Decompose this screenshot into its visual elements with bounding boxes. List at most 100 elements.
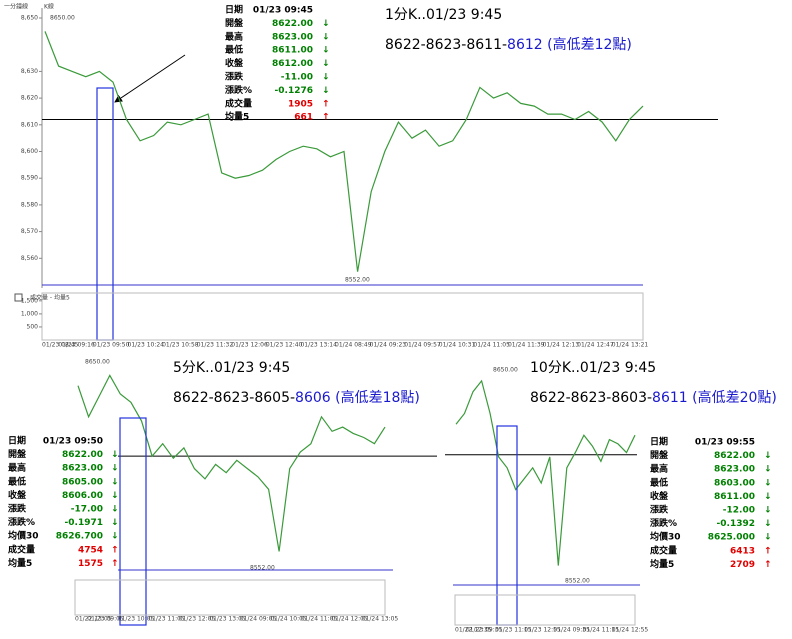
info-label: 日期 [8,435,26,447]
info-label: 最高 [225,30,243,42]
y-tick-label: 8,580 [21,201,38,208]
info-value: 8623.00 [714,465,755,475]
x-tick-label: 01/24 11:05 [301,616,338,623]
info-value: 8625.000 [708,533,755,543]
info-arrow: ↓ [111,464,119,474]
x-tick-label: 01/23 12:05 [179,616,216,623]
x-tick-label: 01/24 10:05 [270,616,307,623]
info-arrow: ↓ [111,532,119,542]
x-tick-label: 01/24 12:13 [543,342,580,349]
volume-tick-label: 500 [27,323,39,330]
x-tick-label: 01/24 09:57 [404,342,441,349]
info-arrow: ↓ [764,533,772,543]
info-arrow: ↓ [764,451,772,461]
y-tick-label: 8,610 [21,121,38,128]
volume-panel [454,594,636,626]
chart-title: 10分K..01/23 9:45 [530,360,656,376]
x-tick-label: 01/24 11:05 [473,342,510,349]
summary-prices: 8622-8623-8603- [530,390,652,406]
info-label: 開盤 [650,449,669,461]
chart-legend: K線 [44,3,54,11]
info-label: 漲跌% [8,516,35,528]
info-value: -0.1971 [65,518,103,528]
x-tick-label: 01/23 08:45 [42,342,79,349]
info-arrow: ↓ [764,519,772,529]
info-arrow: ↑ [111,559,119,569]
info-arrow: ↓ [322,73,330,83]
summary-prices: 8622-8623-8611- [385,37,507,53]
info-arrow: ↓ [322,46,330,56]
x-tick-label: 01/24 09:05 [240,616,277,623]
volume-panel [41,292,644,341]
info-label: 漲跌 [650,504,669,516]
info-label: 開盤 [8,448,27,460]
x-tick-label: 01/23 12:06 [231,342,268,349]
summary: 8622-8623-8605-8606 (高低差18點) [173,389,420,406]
info-arrow: ↓ [764,478,772,488]
x-tick-label: 01/24 09:35 [553,627,590,634]
info-label: 最低 [8,475,26,487]
summary-prices: 8622-8623-8605- [173,390,295,406]
summary-highlight: 8606 (高低差18點) [295,389,420,406]
pointer-arrow [114,54,186,103]
highlight-box [119,417,147,626]
x-tick-label: 01/23 11:05 [148,616,185,623]
info-label: 均價30 [8,530,39,542]
info-arrow: ↓ [111,505,119,515]
info-value: -17.00 [71,505,103,515]
info-label: 收盤 [225,57,244,69]
summary-highlight: 8611 (高低差20點) [652,389,777,406]
info-value: 8611.00 [272,46,313,56]
info-arrow: ↓ [322,19,330,29]
info-label: 均量5 [650,558,674,570]
high-label: 8650.00 [493,367,518,374]
info-label: 均量5 [8,557,32,569]
info-value: 8605.00 [62,477,103,487]
x-tick-label: 01/24 08:49 [335,342,372,349]
info-label: 均量5 [225,111,249,123]
x-tick-label: 01/23 10:58 [162,342,199,349]
x-tick-label: 01/23 11:32 [197,342,234,349]
info-value: 4754 [78,545,103,555]
info-value: 8606.00 [62,491,103,501]
y-tick-label: 8,590 [21,175,38,182]
info-arrow: ↑ [322,99,330,109]
info-label: 最低 [650,476,668,488]
y-tick-label: 8,570 [21,228,38,235]
info-value: 8622.00 [714,451,755,461]
info-label: 成交量 [650,544,677,556]
info-arrow: ↑ [322,113,330,123]
info-value: 8623.00 [62,464,103,474]
info-arrow: ↓ [322,32,330,42]
low-label: 8552.00 [345,277,370,284]
y-tick-label: 8,600 [21,148,38,155]
chart-title: 5分K..01/23 9:45 [173,360,290,376]
info-label: 最低 [225,44,243,56]
info-arrow: ↓ [111,450,119,460]
volume-tick-label: 1,000 [21,310,38,317]
info-arrow: ↓ [111,477,119,487]
info-label: 漲跌% [225,84,252,96]
low-label: 8552.00 [250,565,275,572]
highlight-box [96,87,114,341]
info-label: 最高 [8,462,26,474]
volume-toggle[interactable] [14,293,23,302]
price-line [77,374,386,552]
x-tick-label: 01/24 09:23 [370,342,407,349]
info-value: 6413 [730,546,755,556]
info-arrow: ↑ [764,546,772,556]
info-arrow: ↓ [111,491,119,501]
x-tick-label: 01/23 12:40 [266,342,303,349]
x-tick-label: 01/23 09:50 [93,342,130,349]
info-label: 均價30 [650,531,681,543]
y-tick-label: 8,650 [21,15,38,22]
high-label: 8650.00 [50,15,75,22]
x-tick-label: 01/23 10:05 [118,616,155,623]
info-value: 8623.00 [272,32,313,42]
info-arrow: ↓ [764,506,772,516]
x-tick-label: 01/23 13:14 [300,342,337,349]
x-tick-label: 01/23 13:05 [209,616,246,623]
info-label: 收盤 [8,489,27,501]
x-tick-label: 01/22 13:05 [75,616,112,623]
chart-title: 1分K..01/23 9:45 [385,7,502,23]
